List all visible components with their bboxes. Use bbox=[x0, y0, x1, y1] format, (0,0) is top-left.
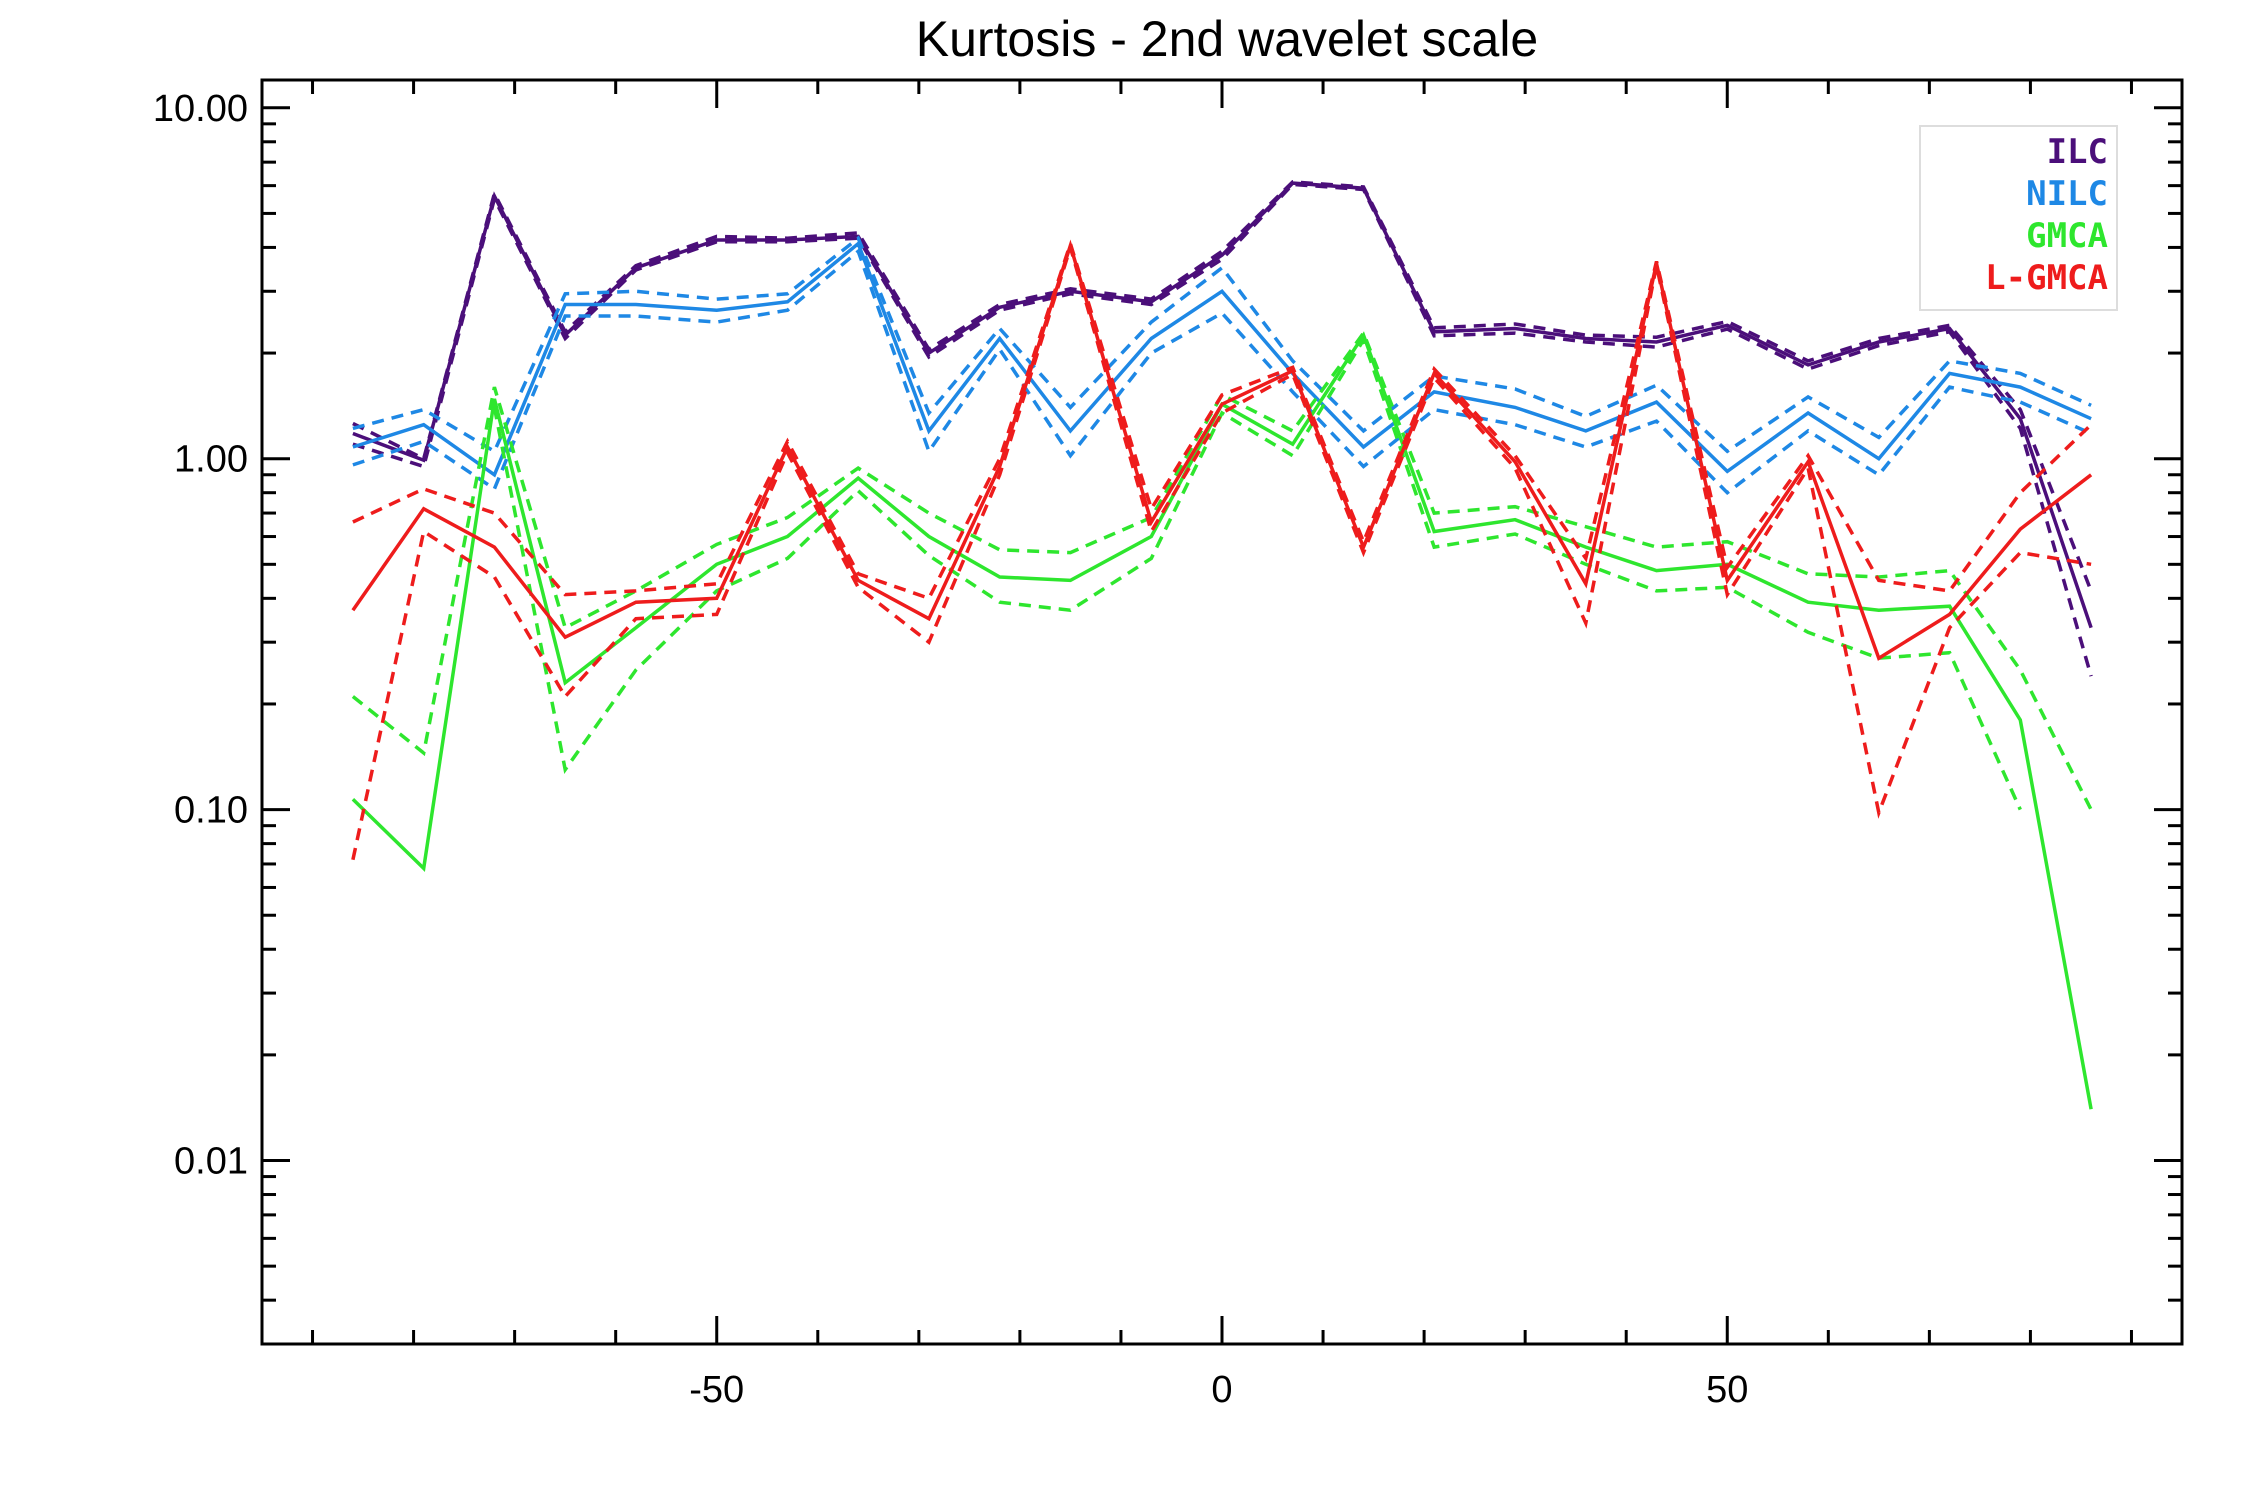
series-l-gmca-line bbox=[351, 239, 2093, 661]
legend-entry-l-gmca: L-GMCA bbox=[1985, 258, 2108, 298]
legend-entry-gmca: GMCA bbox=[2026, 216, 2108, 256]
legend-entry-nilc: NILC bbox=[2026, 174, 2108, 214]
series-gmca bbox=[351, 329, 2093, 1110]
series-gmca-line bbox=[351, 331, 2093, 1110]
x-tick-label: -50 bbox=[689, 1369, 744, 1411]
series-gmca-lower-line-2 bbox=[492, 335, 2022, 811]
series-l-gmca bbox=[351, 237, 2093, 861]
series-l-gmca-upper-line bbox=[352, 237, 2093, 601]
y-tick-label: 1.00 bbox=[174, 439, 248, 481]
chart-title: Kurtosis - 2nd wavelet scale bbox=[916, 11, 1539, 67]
legend-box bbox=[1919, 125, 2118, 311]
series-nilc-upper-line bbox=[352, 235, 2092, 454]
series-layer bbox=[351, 180, 2093, 1110]
x-tick-label: 0 bbox=[1211, 1369, 1232, 1411]
series-nilc-lower-line bbox=[352, 248, 2092, 496]
y-tick-label: 10.00 bbox=[153, 88, 248, 130]
y-tick-label: 0.10 bbox=[174, 790, 248, 832]
series-nilc bbox=[352, 235, 2092, 496]
series-nilc-line bbox=[352, 240, 2092, 478]
y-tick-label: 0.01 bbox=[174, 1141, 248, 1183]
series-ilc bbox=[352, 180, 2093, 677]
legend-entry-ilc: ILC bbox=[2047, 132, 2108, 172]
x-tick-label: 50 bbox=[1706, 1369, 1748, 1411]
series-ilc-upper-line bbox=[352, 180, 2093, 592]
series-ilc-line bbox=[352, 181, 2093, 629]
axis-layer: 10.00 1.00 0.10 0.01 -50 0 50 bbox=[153, 80, 2182, 1411]
series-l-gmca-lower-line bbox=[351, 241, 2092, 861]
